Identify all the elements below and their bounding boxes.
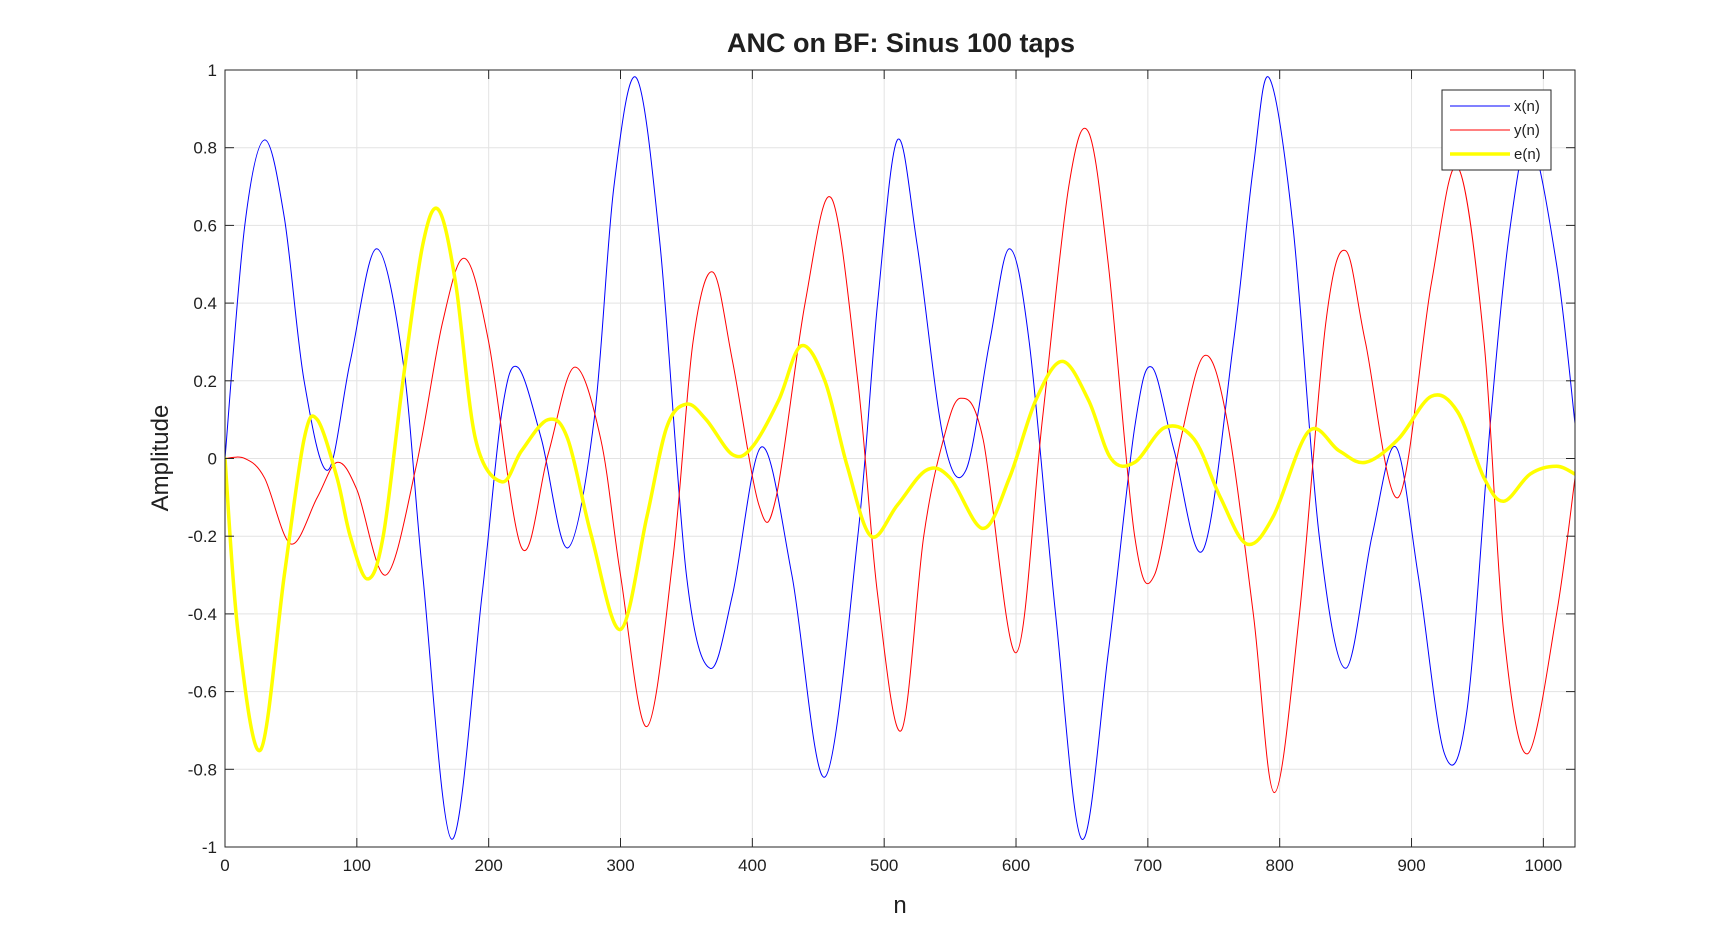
x-tick-label: 1000: [1524, 856, 1562, 875]
series-line-en: [225, 206, 1575, 753]
x-tick-label: 800: [1266, 856, 1294, 875]
series-lines: [225, 76, 1575, 840]
legend: x(n) y(n) e(n): [1441, 89, 1552, 171]
legend-label: e(n): [1514, 146, 1541, 163]
y-tick-label: -0.8: [188, 760, 217, 779]
series-line-yn: [225, 127, 1575, 794]
y-tick-label: -0.4: [188, 605, 217, 624]
x-tick-label: 500: [870, 856, 898, 875]
y-tick-label: 1: [208, 61, 217, 80]
chart-title: ANC on BF: Sinus 100 taps: [727, 28, 1075, 58]
y-tick-label: 0.6: [193, 216, 217, 235]
x-tick-label: 100: [343, 856, 371, 875]
x-tick-label: 200: [474, 856, 502, 875]
y-tick-label: -0.6: [188, 683, 217, 702]
y-tick-label: 0.8: [193, 139, 217, 158]
x-tick-label: 300: [606, 856, 634, 875]
x-tick-label: 400: [738, 856, 766, 875]
y-tick-label: -1: [202, 838, 217, 857]
x-tick-label: 600: [1002, 856, 1030, 875]
x-axis-label: n: [893, 892, 906, 919]
legend-label: x(n): [1514, 98, 1540, 115]
y-tick-label: -0.2: [188, 527, 217, 546]
x-tick-label: 0: [220, 856, 229, 875]
y-tick-label: 0.2: [193, 372, 217, 391]
x-tick-label: 700: [1134, 856, 1162, 875]
y-tick-label: 0: [208, 450, 217, 469]
y-tick-labels: -1 -0.8 -0.6 -0.4 -0.2 0 0.2 0.4 0.6 0.8 1: [188, 61, 217, 857]
series-line-xn: [225, 76, 1575, 840]
x-tick-label: 900: [1397, 856, 1425, 875]
y-axis-label: Amplitude: [147, 405, 174, 512]
x-tick-labels: 0 100 200 300 400 500 600 700 800 900 1000: [220, 856, 1562, 875]
y-tick-label: 0.4: [193, 294, 217, 313]
legend-label: y(n): [1514, 122, 1540, 139]
axis-ticks: [224, 69, 1575, 848]
